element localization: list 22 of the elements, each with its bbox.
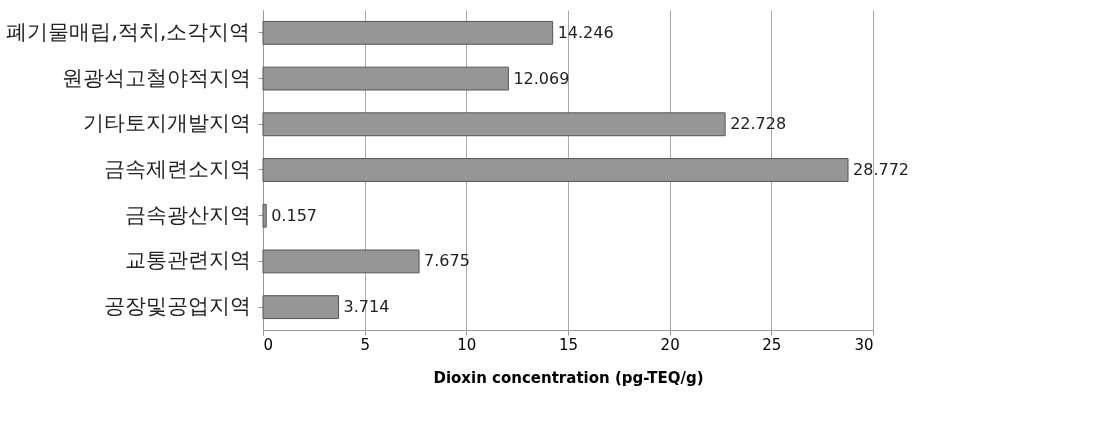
data-label: 14.246 [557, 22, 614, 42]
x-tick-label: 30 [854, 335, 874, 354]
x-tick-label: 25 [762, 335, 782, 354]
x-tick-label: 5 [360, 335, 370, 354]
y-tick-label: 폐기물매립,적치,소각지역 [6, 19, 251, 44]
data-label: 3.714 [343, 297, 390, 317]
x-tick-label: 10 [457, 335, 477, 354]
x-tick-label: 0 [263, 335, 274, 354]
data-label: 7.675 [424, 251, 470, 271]
data-label: 22.728 [730, 114, 787, 134]
x-axis-title: Dioxin concentration (pg-TEQ/g) [433, 368, 704, 387]
data-label: 28.772 [853, 160, 910, 179]
y-tick-label: 교통관련지역 [124, 248, 251, 273]
y-tick-label: 원광석고철야적지역 [61, 65, 251, 90]
y-tick-label: 기타토지개발지역 [82, 111, 251, 136]
data-label: 12.069 [513, 68, 570, 88]
data-label: 0.157 [271, 205, 317, 225]
y-tick-label: 금속광산지역 [124, 202, 251, 227]
y-tick-label: 금속제련소지역 [103, 157, 251, 181]
x-tick-label: 20 [660, 335, 680, 354]
y-tick-label: 공장및공업지역 [103, 294, 251, 319]
x-tick-label: 15 [558, 335, 579, 354]
